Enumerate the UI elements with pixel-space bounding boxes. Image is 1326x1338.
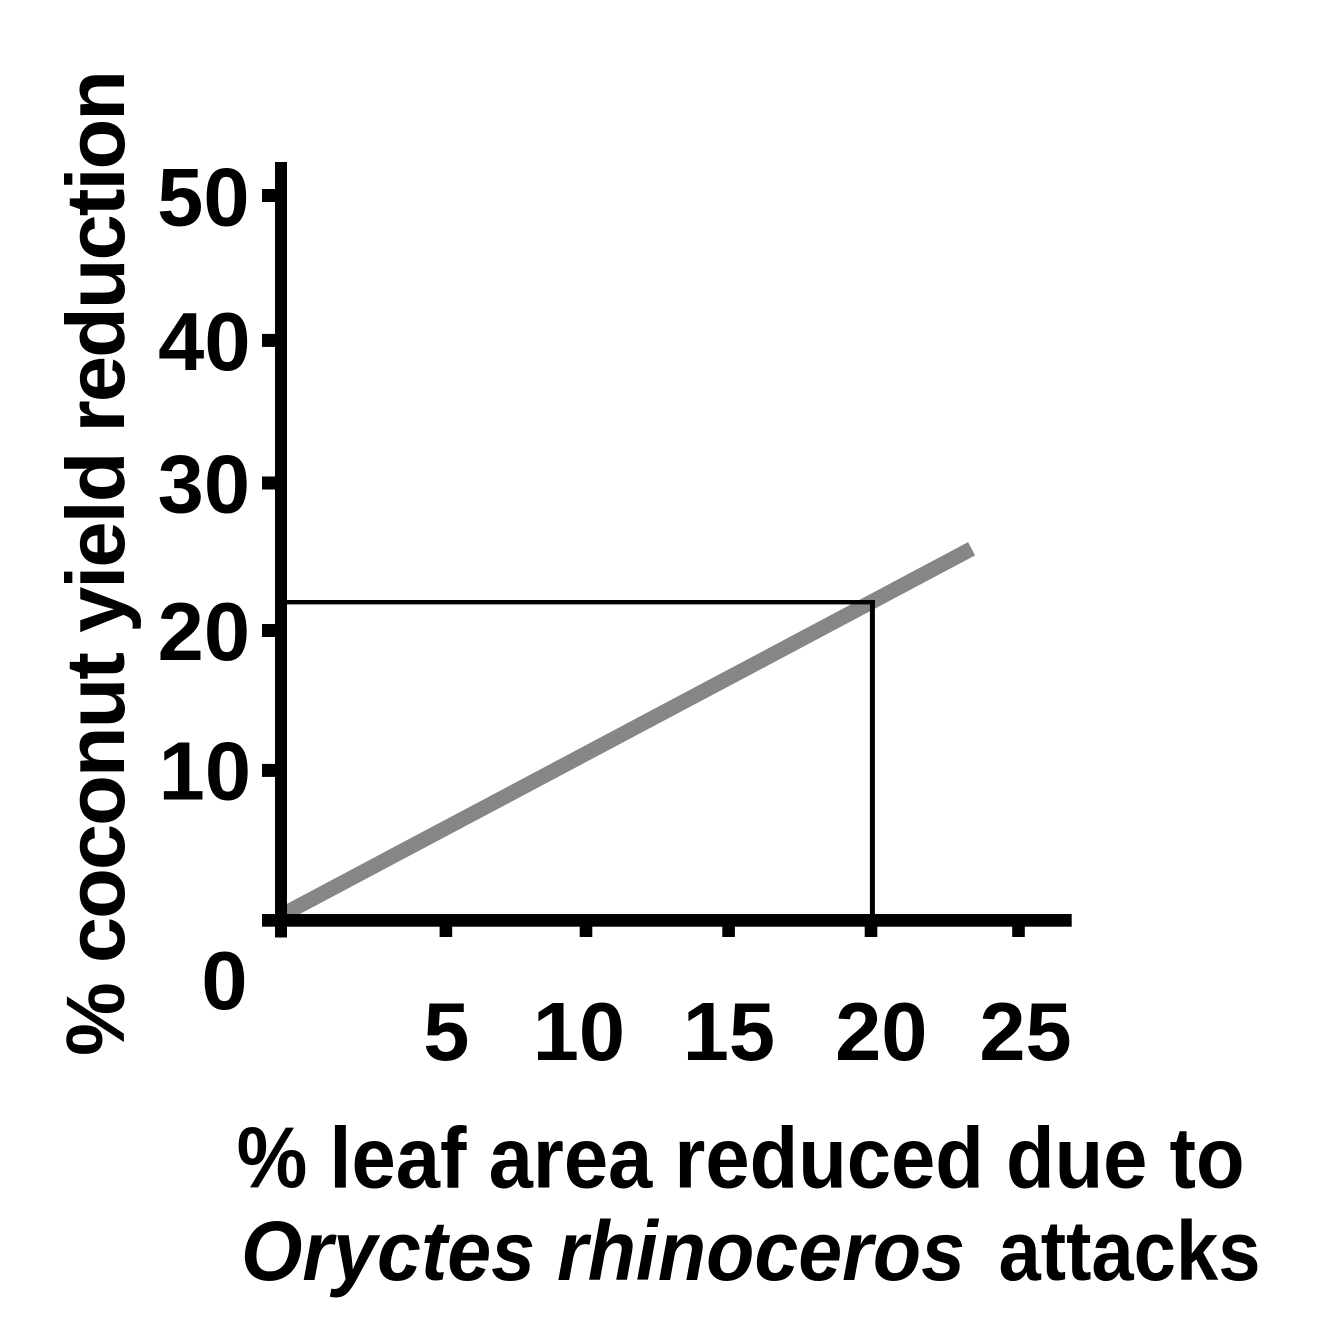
- svg-text:50: 50: [157, 151, 249, 244]
- svg-text:Oryctes rhinoceros: Oryctes rhinoceros: [241, 1204, 965, 1298]
- svg-text:attacks: attacks: [999, 1204, 1261, 1298]
- svg-text:20: 20: [158, 585, 250, 678]
- svg-text:10: 10: [533, 985, 625, 1078]
- svg-text:% leaf area reduced due to: % leaf area reduced due to: [237, 1110, 1245, 1206]
- svg-text:20: 20: [835, 985, 927, 1078]
- svg-text:30: 30: [158, 438, 250, 531]
- svg-text:25: 25: [979, 985, 1071, 1078]
- svg-text:% coconut yield reduction: % coconut yield reduction: [49, 70, 142, 1056]
- svg-text:15: 15: [683, 985, 775, 1078]
- svg-text:0: 0: [201, 934, 247, 1027]
- svg-text:5: 5: [423, 985, 469, 1078]
- svg-text:10: 10: [159, 725, 251, 818]
- svg-text:40: 40: [158, 295, 250, 388]
